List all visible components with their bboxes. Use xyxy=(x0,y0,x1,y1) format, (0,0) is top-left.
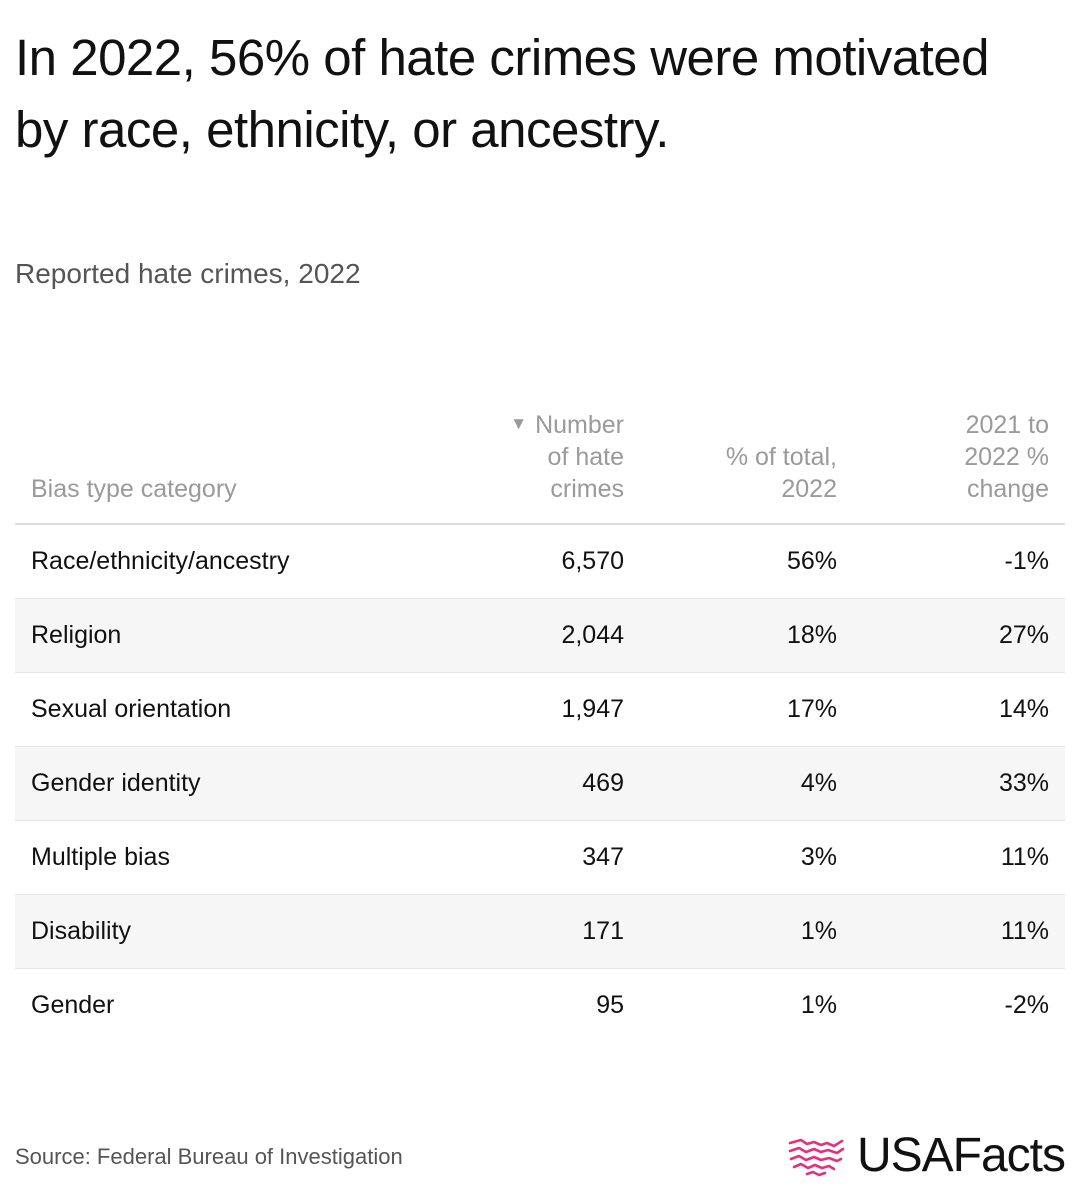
chart-title: In 2022, 56% of hate crimes were motivat… xyxy=(15,29,990,158)
cell-count: 347 xyxy=(382,820,640,895)
header-pct-of-total[interactable]: % of total, 2022 xyxy=(640,408,853,525)
chart-subtitle: Reported hate crimes, 2022 xyxy=(15,258,361,289)
header-count-line3: crimes xyxy=(550,475,624,503)
header-pct-line1: % of total, xyxy=(725,443,837,471)
cell-pct-total: 18% xyxy=(640,598,853,673)
usa-map-icon xyxy=(788,1138,845,1177)
header-count-line1: Number xyxy=(535,411,624,439)
source-note: Source: Federal Bureau of Investigation xyxy=(15,1144,403,1169)
cell-count: 95 xyxy=(596,990,624,1019)
cell-pct-total: 1% xyxy=(640,894,853,969)
cell-category: Disability xyxy=(15,894,382,969)
sort-descending-icon[interactable]: ▼ xyxy=(510,414,528,433)
header-count-line2: of hate xyxy=(547,443,624,471)
table-body: Race/ethnicity/ancestry 6,570 56% -1% Re… xyxy=(15,524,1065,1042)
cell-category: Gender xyxy=(31,990,115,1019)
cell-count: 171 xyxy=(382,894,640,969)
cell-pct-change: 11% xyxy=(853,820,1065,895)
cell-pct-change: 11% xyxy=(853,894,1065,969)
cell-category: Gender identity xyxy=(15,746,382,821)
header-number-of-hate-crimes[interactable]: ▼ Number of hate crimes xyxy=(382,408,640,525)
cell-count: 469 xyxy=(382,746,640,821)
table-header-row: Bias type category ▼ Number of hate crime… xyxy=(15,408,1065,525)
cell-pct-total: 1% xyxy=(800,990,837,1019)
header-pct-line2: 2022 xyxy=(781,475,837,503)
brand-wordmark: USAFacts xyxy=(856,1129,1066,1182)
header-pct-change[interactable]: 2021 to 2022 % change xyxy=(853,408,1065,525)
header-change-line3: change xyxy=(966,475,1049,503)
cell-category: Sexual orientation xyxy=(15,672,382,747)
table-row: Multiple bias 347 3% 11% xyxy=(15,820,1065,895)
cell-pct-total: 4% xyxy=(640,746,853,821)
usafacts-logo[interactable]: USAFacts xyxy=(787,1128,1066,1184)
table-row: Religion 2,044 18% 27% xyxy=(15,598,1065,673)
cell-pct-total: 17% xyxy=(640,672,853,747)
header-bias-type[interactable]: Bias type category xyxy=(15,408,382,525)
cell-category: Multiple bias xyxy=(15,820,382,895)
header-change-line1: 2021 to xyxy=(965,411,1049,439)
cell-pct-change: 27% xyxy=(853,598,1065,673)
cell-pct-change: 14% xyxy=(853,672,1065,747)
table-row: Sexual orientation 1,947 17% 14% xyxy=(15,672,1065,747)
header-bias-type-label: Bias type category xyxy=(31,475,237,503)
cell-count: 2,044 xyxy=(382,598,640,673)
cell-pct-total: 3% xyxy=(640,820,853,895)
table-row: Gender identity 469 4% 33% xyxy=(15,746,1065,821)
hate-crimes-table: Bias type category ▼ Number of hate crime… xyxy=(15,408,1065,1042)
table-row: Gender 95 1% -2% xyxy=(15,968,1065,1042)
cell-pct-change: -1% xyxy=(853,524,1065,599)
table-row: Disability 171 1% 11% xyxy=(15,894,1065,969)
cell-pct-total: 56% xyxy=(640,524,853,599)
cell-category: Religion xyxy=(15,598,382,673)
cell-count: 1,947 xyxy=(382,672,640,747)
cell-category: Race/ethnicity/ancestry xyxy=(15,524,382,599)
cell-pct-change: -2% xyxy=(1004,990,1049,1019)
header-change-line2: 2022 % xyxy=(964,443,1049,471)
table-row: Race/ethnicity/ancestry 6,570 56% -1% xyxy=(15,524,1065,599)
cell-pct-change: 33% xyxy=(853,746,1065,821)
cell-count: 6,570 xyxy=(382,524,640,599)
